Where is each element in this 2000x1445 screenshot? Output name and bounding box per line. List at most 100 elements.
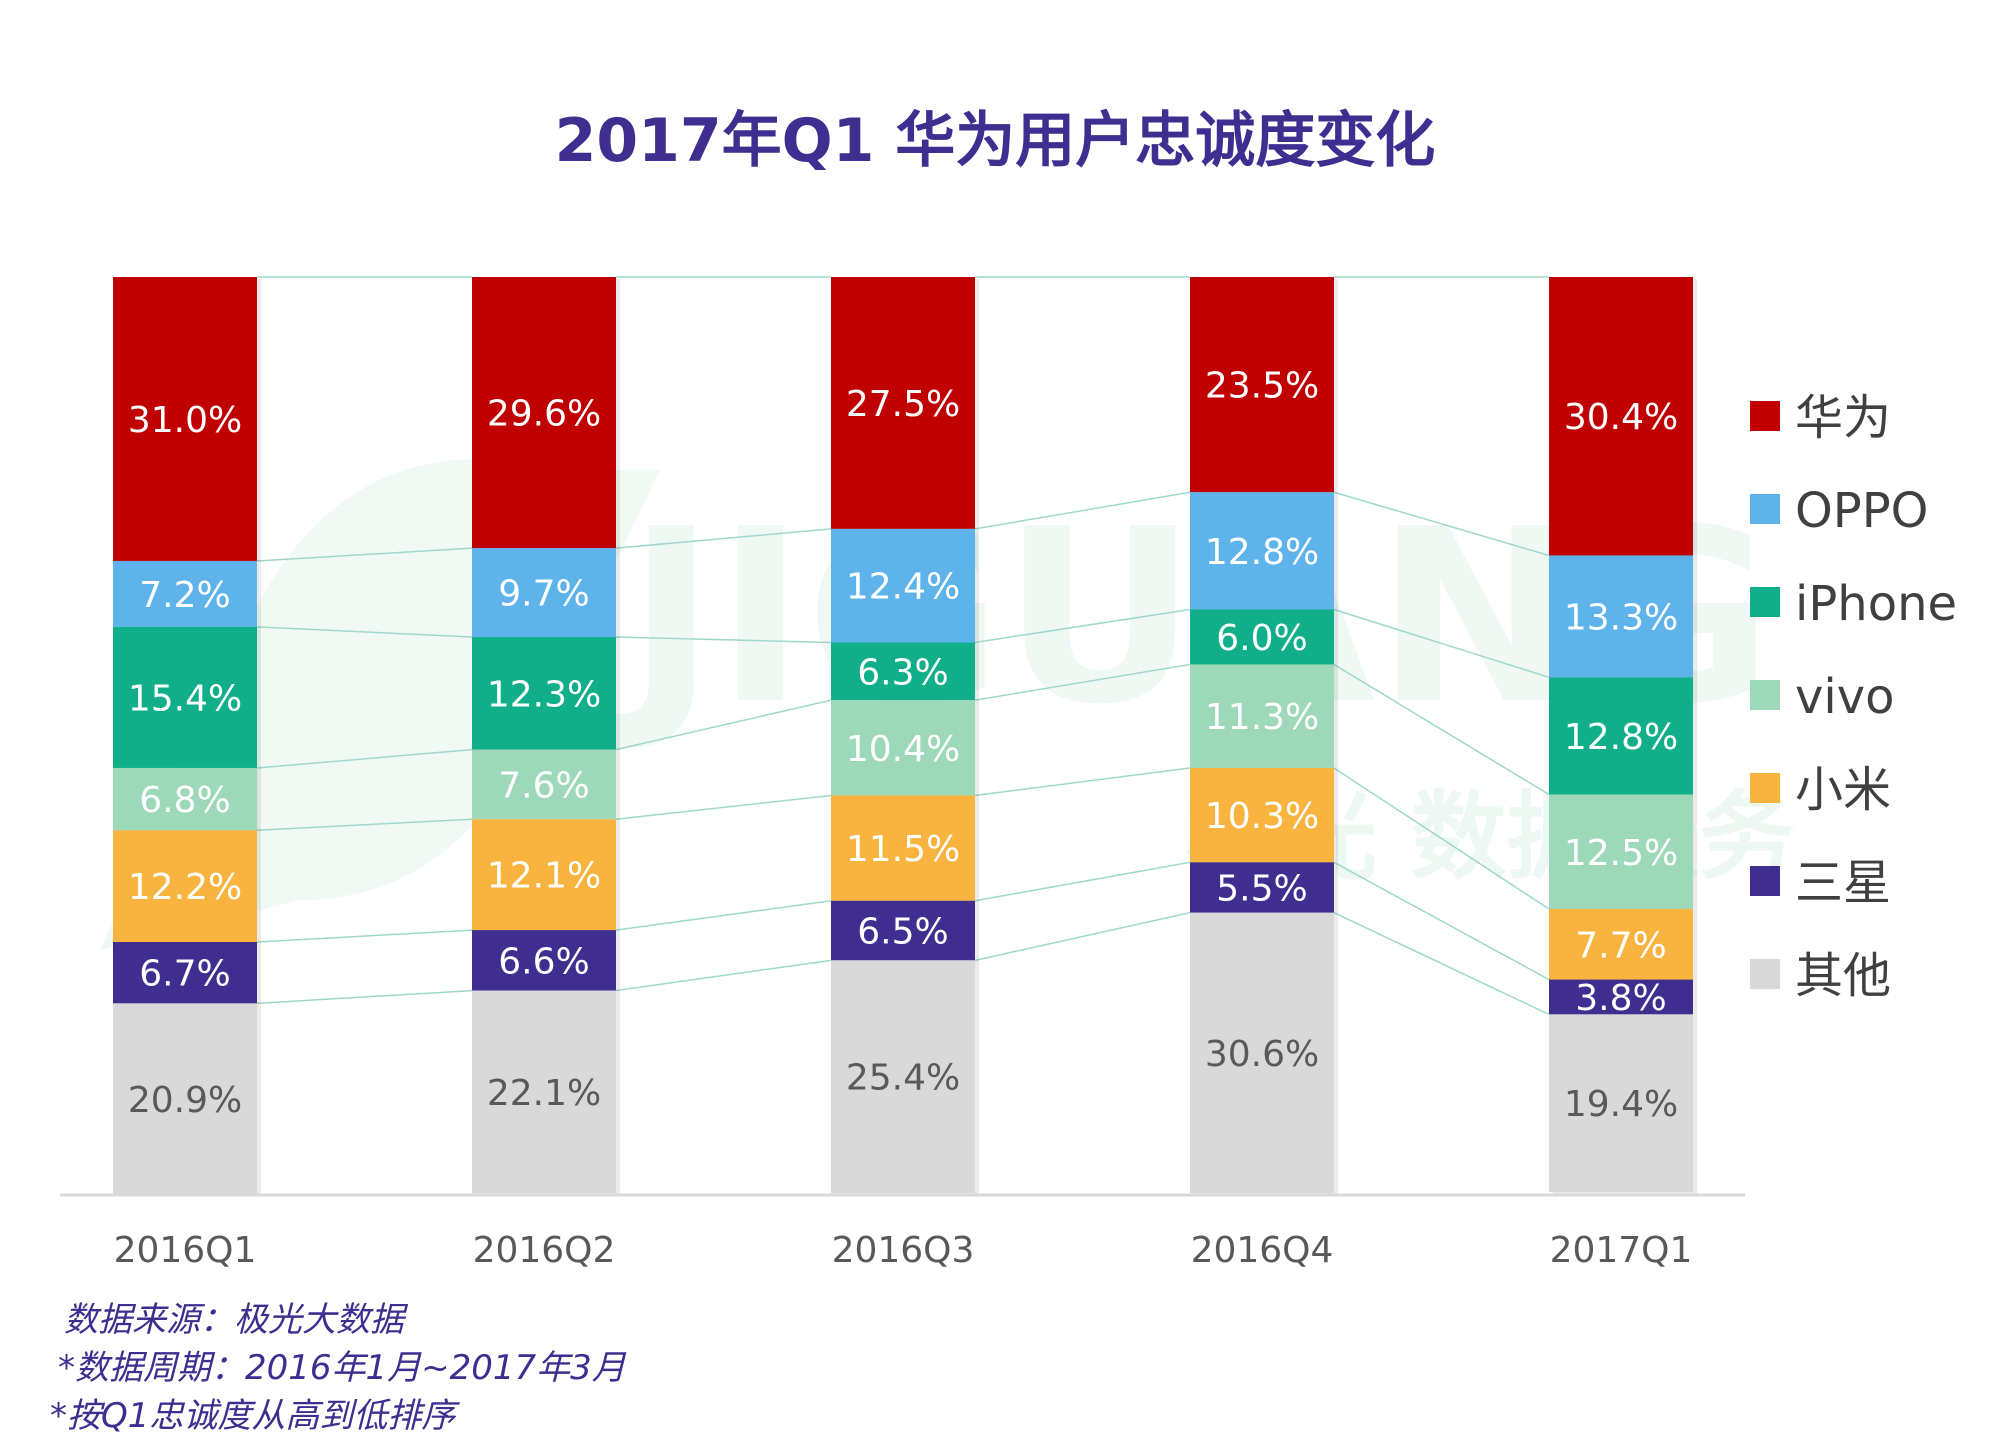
data-label: 30.4% (1564, 397, 1678, 438)
connector-line (256, 989, 473, 1005)
footnote-sort: *按Q1忠诚度从高到低排序 (50, 1396, 456, 1436)
bar-segment (831, 277, 975, 529)
bar-segment (831, 900, 975, 961)
data-label: 9.7% (498, 574, 589, 615)
data-label: 11.5% (846, 829, 960, 870)
legend-label: 华为 (1795, 390, 1891, 446)
x-tick-label: 2016Q3 (832, 1230, 975, 1271)
data-label: 25.4% (846, 1058, 960, 1099)
data-label: 19.4% (1564, 1084, 1678, 1125)
bar-segment (1190, 912, 1334, 1193)
connector-line (974, 861, 1191, 902)
connector-line (256, 818, 473, 832)
data-label: 10.4% (846, 729, 960, 770)
bar-segment (831, 960, 975, 1193)
data-label: 6.3% (857, 652, 948, 693)
connector-line (615, 900, 832, 931)
bar-segment (1549, 677, 1693, 795)
bar-segment (1549, 979, 1693, 1015)
legend-swatch (1750, 494, 1780, 524)
bar-segment (831, 700, 975, 796)
legend-swatch (1750, 401, 1780, 431)
legend-label: iPhone (1795, 576, 1957, 632)
connector-line (256, 748, 473, 769)
x-tick-label: 2016Q2 (473, 1230, 616, 1271)
data-label: 5.5% (1216, 869, 1307, 910)
data-label: 6.8% (139, 780, 230, 821)
bars-group: 31.0% 7.2% 15.4% 6.8% 12.2% 6.7% 20.9% 29.6% 9.7… (113, 277, 1697, 1195)
bar-segment (472, 990, 616, 1193)
legend-label: 小米 (1795, 762, 1891, 818)
legend-swatch (1750, 680, 1780, 710)
data-label: 20.9% (128, 1080, 242, 1121)
connector-line (974, 767, 1191, 797)
legend-swatch (1750, 587, 1780, 617)
connector-line (1333, 663, 1550, 796)
bar-segment (472, 930, 616, 991)
x-tick-label: 2016Q4 (1191, 1230, 1334, 1271)
connector-line (974, 491, 1191, 530)
data-label: 12.2% (128, 867, 242, 908)
x-tick-label: 2017Q1 (1550, 1230, 1693, 1271)
bar-segment (113, 830, 257, 943)
data-label: 7.2% (139, 575, 230, 616)
data-label: 12.5% (1564, 833, 1678, 874)
connector-line (615, 528, 832, 549)
bar-segment (472, 749, 616, 820)
data-label: 3.8% (1575, 978, 1666, 1019)
bar-segment (1190, 609, 1334, 665)
connector-line (974, 663, 1191, 701)
bar-segment (1549, 909, 1693, 980)
connector-line (1333, 608, 1550, 679)
bar-segment (1190, 862, 1334, 913)
data-label: 12.8% (1564, 717, 1678, 758)
connector-line (256, 547, 473, 562)
bar-segment (1549, 555, 1693, 678)
data-label: 23.5% (1205, 366, 1319, 407)
data-label: 6.6% (498, 941, 589, 982)
data-label: 30.6% (1205, 1034, 1319, 1075)
data-label: 13.3% (1564, 597, 1678, 638)
bar-segment (831, 528, 975, 643)
connector-line (974, 911, 1191, 962)
data-label: 7.6% (498, 765, 589, 806)
connector-line (1333, 491, 1550, 557)
data-label: 6.5% (857, 912, 948, 953)
data-label: 6.7% (139, 954, 230, 995)
legend-label: OPPO (1795, 483, 1928, 539)
bar-segment (472, 277, 616, 549)
connector-line (1333, 912, 1550, 1016)
legend-label: 三星 (1795, 855, 1891, 911)
data-label: 22.1% (487, 1073, 601, 1114)
bar-segment (472, 548, 616, 637)
chart-title: 2017年Q1 华为用户忠诚度变化 (554, 106, 1436, 176)
bar-segment (1190, 277, 1334, 493)
connector-line (256, 626, 473, 638)
data-label: 12.8% (1205, 532, 1319, 573)
data-label: 29.6% (487, 394, 601, 435)
connector-line (256, 929, 473, 943)
bar-segment (113, 1003, 257, 1195)
data-label: 6.0% (1216, 618, 1307, 659)
data-label: 10.3% (1205, 796, 1319, 837)
data-label: 12.3% (487, 674, 601, 715)
bar-segment (831, 795, 975, 901)
bar-segment (1190, 664, 1334, 768)
data-label: 11.3% (1205, 697, 1319, 738)
bar-segment (113, 277, 257, 561)
legend-swatch (1750, 866, 1780, 896)
bar-segment (831, 642, 975, 701)
connector-line (615, 794, 832, 821)
bar-segment (472, 819, 616, 931)
connector-line (615, 959, 832, 992)
bar-segment (1549, 794, 1693, 910)
legend-label: vivo (1795, 669, 1895, 725)
bar-segment (113, 560, 257, 627)
bar-segment (1190, 492, 1334, 610)
data-label: 12.4% (846, 567, 960, 608)
legend-swatch (1750, 959, 1780, 989)
connector-line (1333, 767, 1550, 910)
bar-segment (1549, 1014, 1693, 1193)
